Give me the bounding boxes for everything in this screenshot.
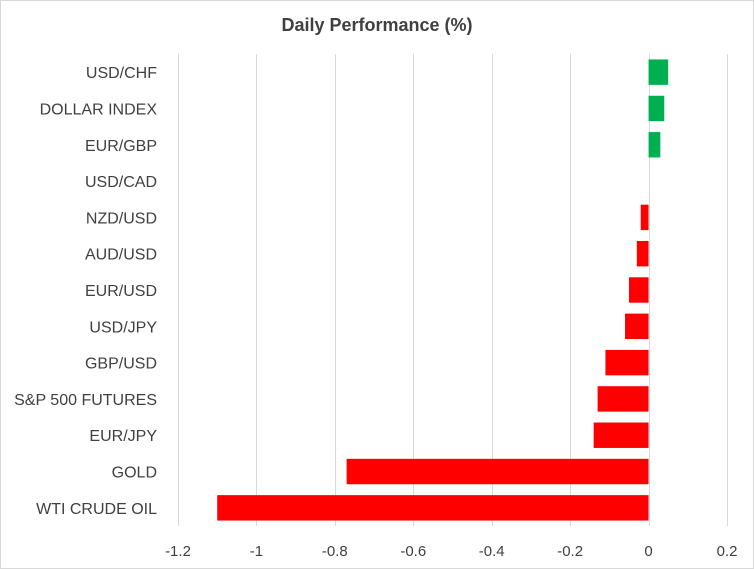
bar bbox=[597, 386, 649, 412]
x-tick-label: -0.8 bbox=[322, 543, 348, 560]
bar bbox=[636, 240, 649, 267]
x-tick-label: -0.2 bbox=[557, 543, 583, 560]
bar bbox=[346, 458, 649, 485]
bar bbox=[648, 95, 665, 122]
x-tick-label: -1.2 bbox=[165, 543, 191, 560]
bars bbox=[217, 59, 669, 521]
bar bbox=[593, 422, 649, 448]
x-tick-label: -0.4 bbox=[479, 543, 505, 560]
x-tick-label: -0.6 bbox=[400, 543, 426, 560]
category-label: S&P 500 FUTURES bbox=[14, 392, 157, 409]
bar bbox=[628, 277, 649, 303]
category-label: USD/CHF bbox=[86, 65, 157, 82]
x-tick-labels: -1.2 -1 -0.8 -0.6 -0.4 -0.2 0 0.2 bbox=[165, 543, 737, 560]
category-label: EUR/USD bbox=[85, 283, 157, 300]
category-label: NZD/USD bbox=[86, 210, 157, 227]
bar bbox=[625, 313, 649, 340]
category-labels: USD/CHF DOLLAR INDEX EUR/GBP USD/CAD NZD/USD… bbox=[14, 65, 157, 518]
category-label: USD/CAD bbox=[85, 174, 157, 191]
bar bbox=[648, 132, 661, 158]
category-label: WTI CRUDE OIL bbox=[36, 501, 157, 518]
bar bbox=[217, 495, 649, 521]
category-label: DOLLAR INDEX bbox=[40, 101, 158, 118]
bar bbox=[640, 204, 649, 231]
x-tick-label: -1 bbox=[250, 543, 263, 560]
category-label: GOLD bbox=[112, 465, 157, 482]
grid-lines bbox=[178, 54, 728, 526]
category-label: EUR/GBP bbox=[85, 138, 157, 155]
category-label: USD/JPY bbox=[89, 319, 157, 336]
category-label: GBP/USD bbox=[85, 356, 157, 373]
bar bbox=[605, 349, 649, 376]
chart-title: Daily Performance (%) bbox=[281, 15, 473, 35]
category-label: EUR/JPY bbox=[89, 428, 157, 445]
x-tick-label: 0 bbox=[644, 543, 652, 560]
bar bbox=[648, 59, 669, 85]
x-tick-label: 0.2 bbox=[717, 543, 738, 560]
category-label: AUD/USD bbox=[85, 247, 157, 264]
